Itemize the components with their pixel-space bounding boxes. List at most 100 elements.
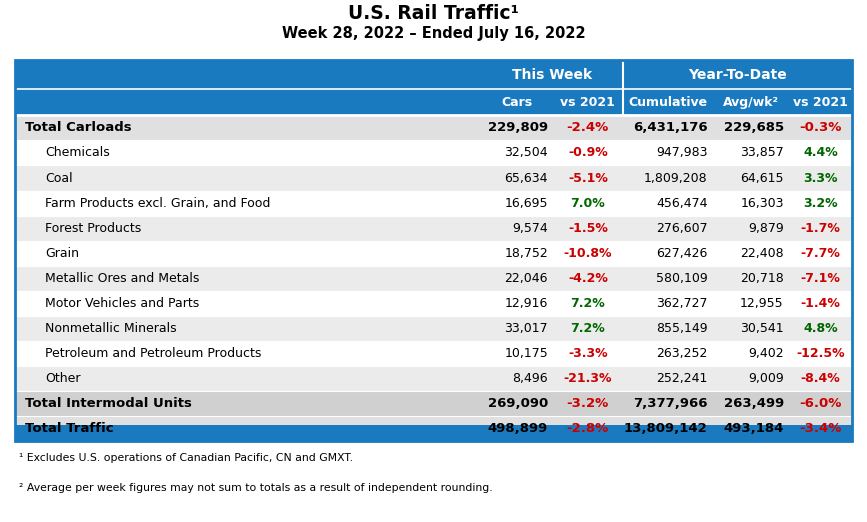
Text: -0.9%: -0.9% [568, 147, 608, 159]
Text: Grain: Grain [45, 247, 79, 259]
Bar [15, 366, 852, 391]
Text: 362,727: 362,727 [656, 297, 707, 310]
Text: Petroleum and Petroleum Products: Petroleum and Petroleum Products [45, 347, 262, 360]
Text: Motor Vehicles and Parts: Motor Vehicles and Parts [45, 297, 199, 310]
Bar [15, 425, 852, 441]
Bar [15, 140, 852, 165]
Text: 4.4%: 4.4% [803, 147, 838, 159]
Bar [15, 216, 852, 241]
Text: Week 28, 2022 – Ended July 16, 2022: Week 28, 2022 – Ended July 16, 2022 [282, 27, 585, 41]
Text: vs 2021: vs 2021 [560, 96, 616, 109]
Text: This Week: This Week [512, 68, 592, 81]
Text: 493,184: 493,184 [723, 422, 784, 435]
Text: -3.4%: -3.4% [799, 422, 842, 435]
Text: -10.8%: -10.8% [564, 247, 612, 259]
Text: -3.2%: -3.2% [567, 397, 609, 410]
Text: -5.1%: -5.1% [568, 172, 608, 184]
Text: -0.3%: -0.3% [799, 122, 842, 134]
Bar [15, 266, 852, 291]
Text: Metallic Ores and Metals: Metallic Ores and Metals [45, 272, 199, 284]
Text: Total Intermodal Units: Total Intermodal Units [25, 397, 192, 410]
Text: Farm Products excl. Grain, and Food: Farm Products excl. Grain, and Food [45, 197, 271, 209]
Text: 229,685: 229,685 [724, 122, 784, 134]
Text: ¹ Excludes U.S. operations of Canadian Pacific, CN and GMXT.: ¹ Excludes U.S. operations of Canadian P… [19, 453, 353, 462]
Text: 30,541: 30,541 [740, 322, 784, 335]
Text: 252,241: 252,241 [656, 372, 707, 385]
Text: 16,303: 16,303 [740, 197, 784, 209]
Text: 3.2%: 3.2% [804, 197, 838, 209]
Text: 9,009: 9,009 [748, 372, 784, 385]
Text: 498,899: 498,899 [488, 422, 548, 435]
Bar [15, 341, 852, 366]
Text: 32,504: 32,504 [505, 147, 548, 159]
Text: 263,252: 263,252 [656, 347, 707, 360]
Text: -7.7%: -7.7% [801, 247, 840, 259]
Text: Year-To-Date: Year-To-Date [688, 68, 786, 81]
Text: 22,408: 22,408 [740, 247, 784, 259]
Text: -12.5%: -12.5% [796, 347, 845, 360]
Text: 7.2%: 7.2% [570, 297, 605, 310]
Text: Cars: Cars [502, 96, 532, 109]
Bar [15, 191, 852, 216]
Text: 4.8%: 4.8% [804, 322, 838, 335]
Text: 12,916: 12,916 [505, 297, 548, 310]
Text: -4.2%: -4.2% [568, 272, 608, 284]
Bar [15, 416, 852, 441]
Text: Chemicals: Chemicals [45, 147, 110, 159]
Bar [15, 89, 852, 115]
Text: Avg/wk²: Avg/wk² [723, 96, 779, 109]
Text: 13,809,142: 13,809,142 [623, 422, 707, 435]
Text: 7,377,966: 7,377,966 [633, 397, 707, 410]
Bar [15, 60, 852, 89]
Text: 9,402: 9,402 [748, 347, 784, 360]
Text: 12,955: 12,955 [740, 297, 784, 310]
Bar [15, 115, 852, 140]
Text: 64,615: 64,615 [740, 172, 784, 184]
Text: 6,431,176: 6,431,176 [633, 122, 707, 134]
Text: 18,752: 18,752 [505, 247, 548, 259]
Text: 263,499: 263,499 [724, 397, 784, 410]
Text: 9,574: 9,574 [512, 222, 548, 234]
Text: -8.4%: -8.4% [801, 372, 840, 385]
Text: -1.5%: -1.5% [568, 222, 608, 234]
Bar [15, 60, 852, 441]
Text: -2.4%: -2.4% [567, 122, 609, 134]
Text: Total Carloads: Total Carloads [25, 122, 132, 134]
Text: 10,175: 10,175 [505, 347, 548, 360]
Text: 276,607: 276,607 [655, 222, 707, 234]
Text: 16,695: 16,695 [505, 197, 548, 209]
Text: 33,857: 33,857 [740, 147, 784, 159]
Text: 855,149: 855,149 [655, 322, 707, 335]
Text: -1.4%: -1.4% [801, 297, 840, 310]
Text: Nonmetallic Minerals: Nonmetallic Minerals [45, 322, 177, 335]
Text: 9,879: 9,879 [748, 222, 784, 234]
Text: 3.3%: 3.3% [804, 172, 838, 184]
Bar [15, 316, 852, 341]
Text: Forest Products: Forest Products [45, 222, 141, 234]
Text: 456,474: 456,474 [656, 197, 707, 209]
Text: vs 2021: vs 2021 [793, 96, 848, 109]
Bar [15, 165, 852, 191]
Text: 65,634: 65,634 [505, 172, 548, 184]
Bar [15, 391, 852, 416]
Text: -6.0%: -6.0% [799, 397, 842, 410]
Text: -7.1%: -7.1% [801, 272, 840, 284]
Text: -3.3%: -3.3% [568, 347, 608, 360]
Text: -21.3%: -21.3% [564, 372, 612, 385]
Text: 8,496: 8,496 [512, 372, 548, 385]
Text: 7.2%: 7.2% [570, 322, 605, 335]
Text: 947,983: 947,983 [656, 147, 707, 159]
Text: 20,718: 20,718 [740, 272, 784, 284]
Text: ² Average per week figures may not sum to totals as a result of independent roun: ² Average per week figures may not sum t… [19, 483, 492, 493]
Text: Other: Other [45, 372, 81, 385]
Text: 33,017: 33,017 [505, 322, 548, 335]
Text: 22,046: 22,046 [505, 272, 548, 284]
Text: Cumulative: Cumulative [628, 96, 707, 109]
Text: 580,109: 580,109 [655, 272, 707, 284]
Text: 7.0%: 7.0% [570, 197, 605, 209]
Text: 229,809: 229,809 [488, 122, 548, 134]
Text: 1,809,208: 1,809,208 [644, 172, 707, 184]
Text: 269,090: 269,090 [488, 397, 548, 410]
Text: -1.7%: -1.7% [801, 222, 840, 234]
Text: Coal: Coal [45, 172, 73, 184]
